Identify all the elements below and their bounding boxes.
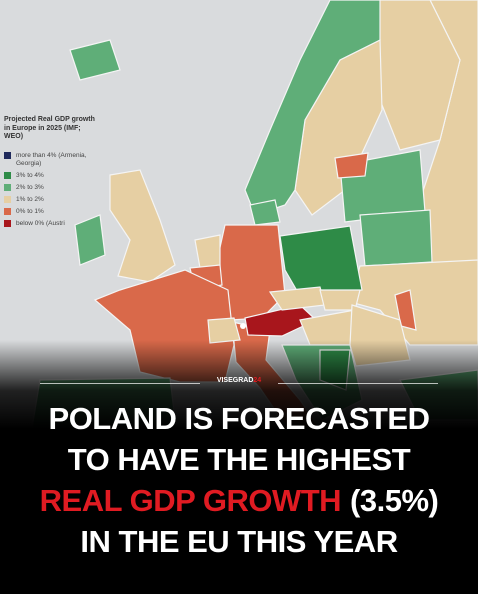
legend-swatch <box>4 208 11 215</box>
divider <box>278 383 438 384</box>
legend-item: 0% to 1% <box>4 208 96 216</box>
netherlands <box>194 234 221 269</box>
legend-item: 1% to 2% <box>4 196 96 204</box>
headline: POLAND IS FORECASTED TO HAVE THE HIGHEST… <box>0 398 478 562</box>
legend-swatch <box>4 196 11 203</box>
legend-item: 3% to 4% <box>4 172 96 180</box>
legend: Projected Real GDP growth in Europe in 2… <box>4 116 96 232</box>
ireland <box>74 214 106 266</box>
legend-label: 0% to 1% <box>16 207 44 215</box>
brand: VISEGRAD24 <box>0 377 478 384</box>
legend-items: more than 4% (Armenia, Georgia) 3% to 4% 2… <box>4 152 96 228</box>
brand-number: 24 <box>253 377 262 384</box>
belarus <box>359 209 433 267</box>
estonia <box>334 152 369 179</box>
legend-label: 1% to 2% <box>16 195 44 203</box>
headline-line: POLAND IS FORECASTED <box>48 401 430 436</box>
headline-line: REAL GDP GROWTH (3.5%) <box>0 480 478 521</box>
headline-text: (3.5%) <box>350 483 439 518</box>
divider <box>40 383 200 384</box>
legend-item: 2% to 3% <box>4 184 96 192</box>
headline-highlight: REAL GDP GROWTH <box>39 483 342 518</box>
brand-name: VISEGRAD <box>216 377 254 384</box>
legend-swatch <box>4 172 11 179</box>
shade <box>0 340 478 594</box>
legend-label: below 0% (Austri <box>16 219 65 227</box>
legend-item: more than 4% (Armenia, Georgia) <box>4 152 96 168</box>
legend-swatch <box>4 220 11 227</box>
iceland <box>69 39 121 81</box>
legend-swatch <box>4 184 11 191</box>
legend-label: more than 4% (Armenia, Georgia) <box>16 151 87 167</box>
headline-line: TO HAVE THE HIGHEST <box>67 442 411 477</box>
legend-title: Projected Real GDP growth in Europe in 2… <box>4 116 95 140</box>
legend-swatch <box>4 152 11 159</box>
headline-line: IN THE EU THIS YEAR <box>80 524 398 559</box>
legend-item: below 0% (Austri <box>4 220 96 228</box>
legend-label: 2% to 3% <box>16 183 44 191</box>
denmark <box>249 199 281 226</box>
marker <box>240 323 246 329</box>
norway <box>244 0 381 216</box>
legend-label: 3% to 4% <box>16 171 44 179</box>
